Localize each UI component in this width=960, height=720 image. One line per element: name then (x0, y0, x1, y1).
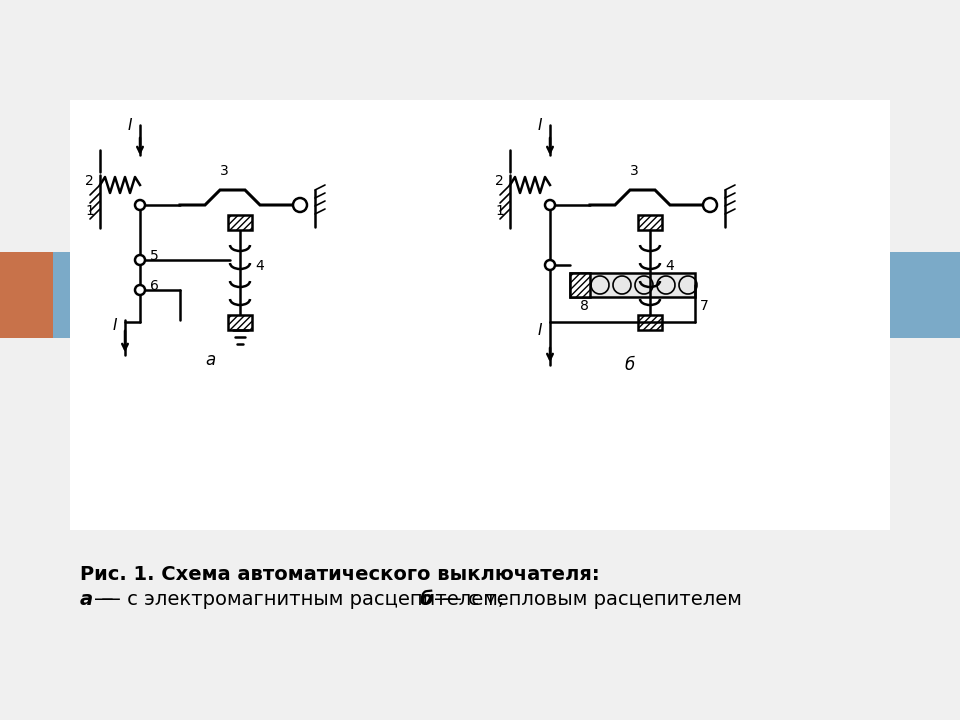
Circle shape (545, 260, 555, 270)
Bar (854, 252, 907, 338)
Bar (228, 215, 252, 230)
Bar (570, 273, 695, 297)
Text: 1: 1 (495, 204, 504, 218)
Text: 3: 3 (220, 164, 228, 178)
Text: Рис. 1. Схема автоматического выключателя:: Рис. 1. Схема автоматического выключател… (80, 565, 600, 584)
Text: I: I (538, 118, 542, 133)
Text: 4: 4 (255, 259, 264, 273)
Text: 2: 2 (85, 174, 94, 188)
Text: б: б (625, 356, 636, 374)
Bar (228, 315, 252, 330)
Circle shape (703, 198, 717, 212)
Text: 2: 2 (495, 174, 504, 188)
Text: —: — (94, 590, 113, 609)
Text: 8: 8 (580, 299, 588, 313)
Text: б: б (420, 590, 434, 609)
Bar (0, 252, 53, 338)
Text: 1: 1 (85, 204, 94, 218)
Text: а: а (80, 590, 93, 609)
Text: 7: 7 (700, 299, 708, 313)
Text: a: a (204, 351, 215, 369)
Bar (53, 252, 106, 338)
Text: 4: 4 (665, 259, 674, 273)
Circle shape (135, 285, 145, 295)
Circle shape (135, 255, 145, 265)
Text: 5: 5 (150, 249, 158, 263)
Text: I: I (538, 323, 542, 338)
Text: —: — (434, 590, 454, 609)
Text: I: I (113, 318, 117, 333)
Bar (907, 252, 960, 338)
Text: — с тепловым расцепителем: — с тепловым расцепителем (436, 590, 742, 609)
Circle shape (545, 200, 555, 210)
Text: 6: 6 (150, 279, 158, 293)
Bar (70, 100, 890, 530)
Circle shape (135, 200, 145, 210)
Bar (638, 215, 662, 230)
Text: I: I (128, 118, 132, 133)
Bar (638, 315, 662, 330)
Text: 3: 3 (630, 164, 638, 178)
Text: — с электромагнитным расцепителем;: — с электромагнитным расцепителем; (95, 590, 511, 609)
Bar (570, 273, 590, 297)
Circle shape (293, 198, 307, 212)
